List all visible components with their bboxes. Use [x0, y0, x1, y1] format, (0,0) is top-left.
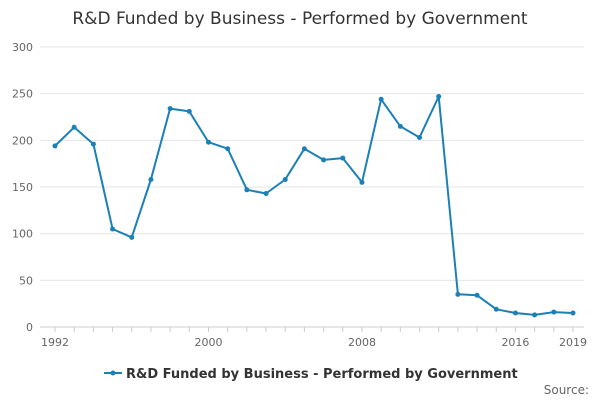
- y-tick-label: 250: [12, 88, 33, 101]
- x-axis: 1992 2000 2008 2016 2019: [41, 327, 587, 349]
- data-point-1995: [110, 226, 116, 232]
- data-point-2016: [512, 310, 518, 316]
- x-tick-label: 2008: [348, 336, 376, 349]
- data-point-2010: [397, 123, 403, 129]
- legend-label: R&D Funded by Business - Performed by Go…: [126, 367, 518, 382]
- data-point-2015: [493, 306, 499, 312]
- series-line: [54, 95, 574, 316]
- data-point-1992: [52, 143, 58, 149]
- data-point-2001: [225, 146, 231, 152]
- data-point-2004: [282, 177, 288, 183]
- data-point-2017: [532, 312, 538, 318]
- x-tick-label: 2019: [559, 336, 587, 349]
- x-tick-label: 2000: [194, 336, 222, 349]
- y-tick-label: 50: [19, 274, 33, 287]
- data-point-1993: [71, 124, 77, 130]
- data-point-1998: [167, 106, 173, 112]
- data-point-2007: [340, 155, 346, 161]
- data-point-1996: [129, 234, 135, 240]
- x-tick-label: 1992: [41, 336, 69, 349]
- data-point-2000: [205, 139, 211, 145]
- y-tick-label: 150: [12, 181, 33, 194]
- legend-point-marker: [110, 370, 116, 376]
- x-tick-label: 2016: [501, 336, 529, 349]
- data-point-1997: [148, 177, 154, 183]
- data-point-2002: [244, 187, 250, 193]
- data-point-2019: [570, 310, 576, 316]
- data-point-1994: [90, 141, 96, 147]
- source-label: Source:: [544, 383, 589, 397]
- data-point-2005: [301, 146, 307, 152]
- data-point-1999: [186, 108, 192, 114]
- chart-title: R&D Funded by Business - Performed by Go…: [72, 9, 528, 29]
- gridlines: [40, 46, 584, 328]
- data-point-2003: [263, 191, 269, 197]
- data-point-2009: [378, 96, 384, 102]
- series-group: [52, 93, 576, 318]
- data-point-2018: [551, 309, 557, 315]
- data-point-2006: [321, 157, 327, 163]
- data-point-2013: [455, 291, 461, 297]
- data-point-2012: [436, 93, 442, 99]
- data-point-2008: [359, 179, 365, 185]
- y-tick-label: 300: [12, 41, 33, 54]
- y-tick-label: 100: [12, 228, 33, 241]
- y-axis: 0 50 100 150 200 250 300: [12, 41, 33, 334]
- y-tick-label: 200: [12, 134, 33, 147]
- data-point-2014: [474, 292, 480, 298]
- data-point-2011: [417, 135, 423, 141]
- y-tick-label: 0: [26, 321, 33, 334]
- legend[interactable]: R&D Funded by Business - Performed by Go…: [104, 367, 518, 382]
